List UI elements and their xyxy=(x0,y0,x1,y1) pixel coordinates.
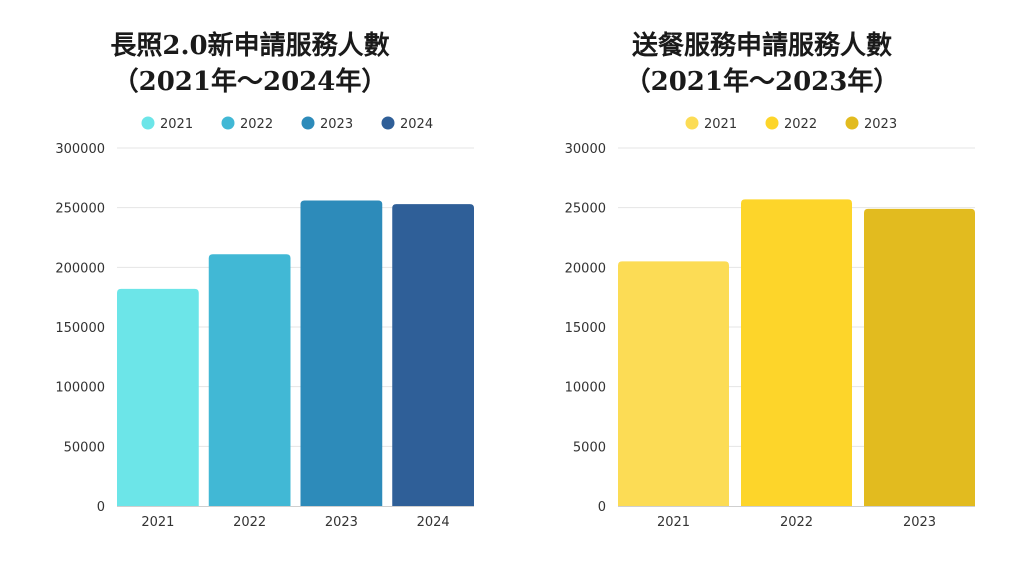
bar-chart-meal-delivery: 2021 2022 2023 0 5000 10000 15000 20000 25000 300… xyxy=(565,116,975,530)
legend-marker xyxy=(845,116,859,130)
legend-marker xyxy=(765,116,779,130)
legend-marker xyxy=(381,116,395,130)
legend-label: 2022 xyxy=(240,117,273,132)
x-tick-label: 2022 xyxy=(780,515,813,530)
bar xyxy=(300,200,383,507)
x-tick-label: 2023 xyxy=(903,515,936,530)
bar xyxy=(208,254,291,506)
legend-label: 2021 xyxy=(160,117,193,132)
bar xyxy=(864,208,975,507)
chart-panel-long-term-care: 長照2.0新申請服務人數 （2021年～2024年） 2021 2022 2023 2… xyxy=(0,0,500,576)
chart-title-line1: 長照2.0新申請服務人數 xyxy=(110,31,390,61)
x-tick-label: 2021 xyxy=(141,515,174,530)
legend-label: 2023 xyxy=(864,117,897,132)
y-tick-label: 25000 xyxy=(565,202,606,217)
y-tick-label: 0 xyxy=(97,500,105,515)
y-tick-label: 30000 xyxy=(565,142,606,157)
bar xyxy=(117,288,199,506)
legend-marker xyxy=(221,116,235,130)
chart-title-line2: （2021年～2023年） xyxy=(624,67,900,97)
y-tick-label: 15000 xyxy=(565,321,606,336)
legend-label: 2021 xyxy=(704,117,737,132)
legend-label: 2023 xyxy=(320,117,353,132)
chart-panel-meal-delivery: 送餐服務申請服務人數 （2021年～2023年） 2021 2022 2023 0 50… xyxy=(512,0,1012,576)
y-tick-label: 150000 xyxy=(55,321,105,336)
legend-label: 2022 xyxy=(784,117,817,132)
chart-title-line1: 送餐服務申請服務人數 xyxy=(631,31,892,61)
y-tick-label: 20000 xyxy=(565,261,606,276)
y-tick-label: 5000 xyxy=(573,440,606,455)
bar xyxy=(392,204,474,506)
chart-title: 長照2.0新申請服務人數 （2021年～2024年） xyxy=(0,28,500,100)
chart-title-line2: （2021年～2024年） xyxy=(112,67,388,97)
bar xyxy=(741,199,852,506)
y-tick-label: 100000 xyxy=(55,381,105,396)
legend-marker xyxy=(301,116,315,130)
x-tick-label: 2023 xyxy=(325,515,358,530)
y-tick-label: 250000 xyxy=(55,202,105,217)
x-tick-label: 2022 xyxy=(233,515,266,530)
chart-title: 送餐服務申請服務人數 （2021年～2023年） xyxy=(512,28,1012,100)
x-tick-label: 2021 xyxy=(657,515,690,530)
legend-marker xyxy=(141,116,155,130)
legend-label: 2024 xyxy=(400,117,433,132)
x-tick-label: 2024 xyxy=(417,515,450,530)
y-tick-label: 0 xyxy=(598,500,606,515)
y-tick-label: 200000 xyxy=(55,261,105,276)
y-tick-label: 300000 xyxy=(55,142,105,157)
bar xyxy=(618,261,729,506)
legend-marker xyxy=(685,116,699,130)
bar-chart-long-term-care: 2021 2022 2023 2024 0 50000 100000 150000 200000… xyxy=(55,116,474,530)
y-tick-label: 50000 xyxy=(64,440,105,455)
y-tick-label: 10000 xyxy=(565,381,606,396)
